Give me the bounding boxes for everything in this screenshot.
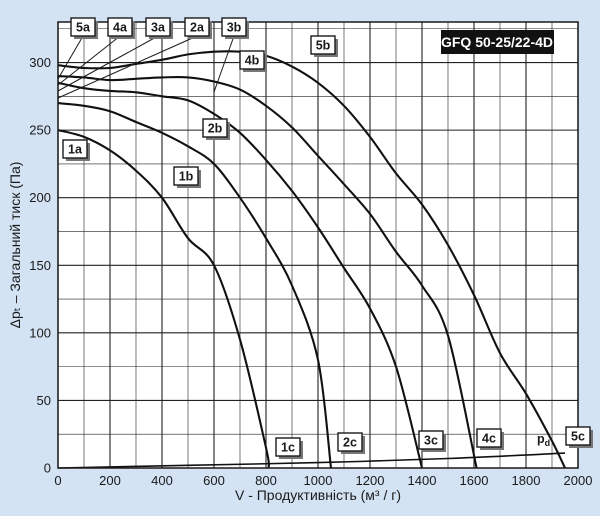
plot-frame [57, 21, 579, 469]
y-tick-label: 100 [29, 325, 51, 340]
x-tick-label: 1800 [512, 473, 541, 488]
leader-line [57, 35, 84, 80]
x-tick-label: 200 [99, 473, 121, 488]
leader-line [57, 35, 198, 99]
svg-text:1c: 1c [281, 441, 295, 455]
curve-label-5c: 5c [565, 426, 593, 448]
x-axis-label: V - Продуктивність (м³ / г) [235, 487, 401, 503]
x-tick-label: 1400 [408, 473, 437, 488]
leader-line [57, 35, 121, 86]
y-tick-labels: 0 50 100 150 200 250 300 [29, 55, 51, 475]
svg-text:4a: 4a [113, 21, 128, 35]
svg-text:3b: 3b [227, 21, 242, 35]
series-lines [57, 50, 566, 469]
x-tick-label: 400 [151, 473, 173, 488]
curve-label-4a: 4a [107, 17, 135, 39]
curve-label-4b: 4b [239, 50, 267, 72]
y-tick-label: 150 [29, 258, 51, 273]
title-box [441, 30, 554, 54]
y-tick-label: 50 [37, 393, 51, 408]
svg-text:4c: 4c [482, 432, 496, 446]
curve-label-5b: 5b [310, 35, 338, 57]
x-tick-labels: 0 200 400 600 800 1000 1200 1400 1600 1800 2000 [54, 473, 592, 488]
svg-text:3c: 3c [424, 434, 438, 448]
svg-text:3a: 3a [151, 21, 166, 35]
curve-label-1c: 1c [275, 437, 303, 459]
svg-text:2c: 2c [343, 436, 357, 450]
y-tick-label: 200 [29, 190, 51, 205]
chart-title: GFQ 50-25/22-4D [441, 34, 553, 50]
x-tick-label: 1200 [356, 473, 385, 488]
grid [57, 22, 579, 469]
series-line-5 [57, 50, 566, 469]
x-tick-label: 600 [203, 473, 225, 488]
x-tick-label: 2000 [564, 473, 593, 488]
curve-label-3a: 3a [145, 17, 173, 39]
curve-label-5a: 5a [70, 17, 98, 39]
x-tick-label: 1000 [304, 473, 333, 488]
leader-line [57, 35, 159, 92]
y-tick-label: 0 [44, 461, 51, 476]
leader-line [213, 35, 235, 93]
svg-text:5c: 5c [571, 430, 585, 444]
x-tick-label: 1600 [460, 473, 489, 488]
svg-text:5b: 5b [316, 39, 331, 53]
curve-label-1a: 1a [62, 139, 90, 161]
curve-label-3c: 3c [418, 430, 446, 452]
curve-label-4c: 4c [476, 428, 504, 450]
series-line-1 [57, 129, 270, 469]
svg-text:4b: 4b [245, 54, 260, 68]
svg-text:1b: 1b [179, 170, 194, 184]
label-pd: pd [537, 432, 550, 448]
curve-label-2c: 2c [337, 432, 365, 454]
series-line-3 [57, 81, 424, 469]
label-leaders [57, 35, 235, 99]
x-tick-label: 0 [54, 473, 61, 488]
series-line-pd [57, 452, 566, 469]
curve-label-2a: 2a [184, 17, 212, 39]
series-line-2 [57, 102, 333, 469]
x-tick-label: 800 [255, 473, 277, 488]
y-tick-label: 250 [29, 123, 51, 138]
y-tick-label: 300 [29, 55, 51, 70]
y-axis-label: Δpₜ – Загальний тиск (Па) [7, 162, 23, 329]
svg-text:2a: 2a [190, 21, 205, 35]
curve-label-2b: 2b [202, 118, 230, 140]
svg-text:1a: 1a [68, 143, 83, 157]
curve-label-1b: 1b [173, 166, 201, 188]
series-line-4 [57, 75, 478, 469]
svg-text:2b: 2b [208, 122, 223, 136]
curve-label-3b: 3b [221, 17, 249, 39]
curve-labels: 1a 1b 1c 2a 2b 2c 3a 3b 3c 4a 4b 4c 5a 5b 5c pd [62, 17, 593, 459]
svg-text:5a: 5a [76, 21, 91, 35]
